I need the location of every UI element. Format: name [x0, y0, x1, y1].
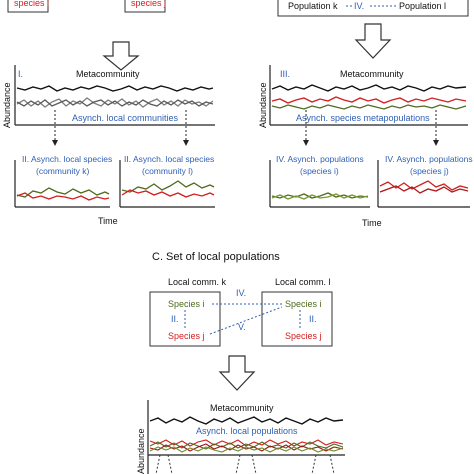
panel-III-species-j-series: [271, 96, 467, 104]
panel-I-label: Asynch. local communities: [72, 113, 179, 123]
panel-IV-i-population-l: [271, 193, 369, 200]
panel-II-k-species-j: [16, 192, 110, 201]
roman-IV: IV.: [236, 288, 246, 298]
species-i-label: species i: [14, 0, 49, 8]
bottom-panel-label: Asynch. local populations: [196, 426, 298, 436]
down-arrow-icon: [433, 140, 439, 146]
down-arrow-icon: [183, 140, 189, 146]
down-arrow-icon: [52, 140, 58, 146]
panel-II-l-title: II. Asynch. local species: [124, 154, 214, 164]
down-arrow-icon: [102, 41, 140, 71]
top-left-box: species i species j: [7, 0, 166, 13]
species-i-k-label: Species i: [168, 299, 205, 309]
panel-IV-i-population-k: [271, 192, 369, 199]
link-V: [209, 306, 283, 335]
roman-V: V.: [238, 322, 246, 332]
bottom-connector: [311, 454, 317, 474]
panel-III-metacommunity-series: [271, 84, 467, 92]
bottom-panel-ylabel: Abundance: [136, 428, 146, 474]
species-j-k-label: Species j: [168, 331, 205, 341]
species-i-l-label: Species i: [285, 299, 322, 309]
panel-I-community-l-series: [16, 99, 214, 107]
roman-II-right: II.: [309, 314, 317, 324]
panel-I-roman: I.: [18, 69, 23, 79]
bottom-series-1: [149, 439, 344, 447]
panel-II-l-subtitle: (community l): [142, 166, 193, 176]
population-l-label: Population l: [399, 1, 446, 11]
panel-III: III. Metacommunity Asynch. species metap…: [269, 65, 468, 146]
panel-II-l: II. Asynch. local species (community l): [119, 154, 215, 208]
local-comm-l-box: [261, 291, 333, 347]
panel-I-xlabel: Time: [98, 216, 118, 226]
species-box-right: [124, 0, 166, 13]
down-arrow-icon: [354, 23, 392, 59]
species-box-left: [7, 0, 49, 13]
panel-IV-j-population-l: [379, 185, 469, 194]
down-arrow-icon: [218, 355, 256, 391]
bottom-connector: [329, 454, 335, 474]
top-right-box: Population k IV. Population l: [277, 0, 469, 17]
panel-III-xlabel: Time: [362, 218, 382, 228]
panel-III-species-i-series: [271, 104, 467, 110]
panel-II-k-species-i: [16, 187, 110, 198]
population-iv-label: IV.: [354, 1, 364, 11]
panel-II-l-species-j: [121, 189, 215, 198]
local-comm-l-label: Local comm. l: [275, 277, 331, 287]
bottom-panel-title: Metacommunity: [210, 403, 274, 413]
down-arrow-icon: [303, 140, 309, 146]
panel-IV-i-subtitle: (species i): [300, 166, 339, 176]
panel-I-metacommunity-series: [16, 85, 214, 92]
bottom-series-2: [149, 441, 344, 450]
panel-II-k-subtitle: (community k): [36, 166, 90, 176]
bottom-series-4: [149, 446, 344, 453]
species-j-l-label: Species j: [285, 331, 322, 341]
panel-III-label: Asynch. species metapopulations: [296, 113, 430, 123]
panel-IV-j-subtitle: (species j): [410, 166, 449, 176]
roman-II-left: II.: [171, 314, 179, 324]
panel-II-k: II. Asynch. local species (community k): [14, 154, 112, 208]
population-box: [277, 0, 469, 17]
panel-IV-j-population-k: [379, 180, 469, 191]
bottom-connector: [235, 454, 241, 474]
local-comm-k-label: Local comm. k: [168, 277, 227, 287]
bottom-connector: [155, 454, 161, 474]
panel-III-roman: III.: [280, 69, 290, 79]
bottom-panel-metacommunity-series: [149, 416, 344, 425]
panel-IV-j: IV. Asynch. populations (species j): [377, 154, 473, 208]
section-c-title: C. Set of local populations: [152, 251, 280, 263]
panel-IV-i: IV. Asynch. populations (species i): [269, 154, 370, 208]
local-comm-k-box: [149, 291, 221, 347]
panel-III-title: Metacommunity: [340, 69, 404, 79]
panel-IV-i-title: IV. Asynch. populations: [276, 154, 364, 164]
panel-III-ylabel: Abundance: [258, 82, 268, 128]
bottom-connector: [251, 454, 257, 474]
panel-I: I. Metacommunity Asynch. local communiti…: [14, 65, 215, 146]
bottom-connector: [167, 454, 173, 474]
population-k-label: Population k: [288, 1, 338, 11]
bottom-panel: Metacommunity Asynch. local populations …: [136, 400, 345, 474]
bottom-series-3: [149, 443, 344, 452]
panel-I-title: Metacommunity: [76, 69, 140, 79]
panel-II-k-title: II. Asynch. local species: [22, 154, 112, 164]
panel-II-l-species-i: [121, 180, 215, 193]
panel-I-ylabel: Abundance: [2, 82, 12, 128]
panel-IV-j-title: IV. Asynch. populations: [385, 154, 473, 164]
species-j-label: species j: [131, 0, 166, 8]
